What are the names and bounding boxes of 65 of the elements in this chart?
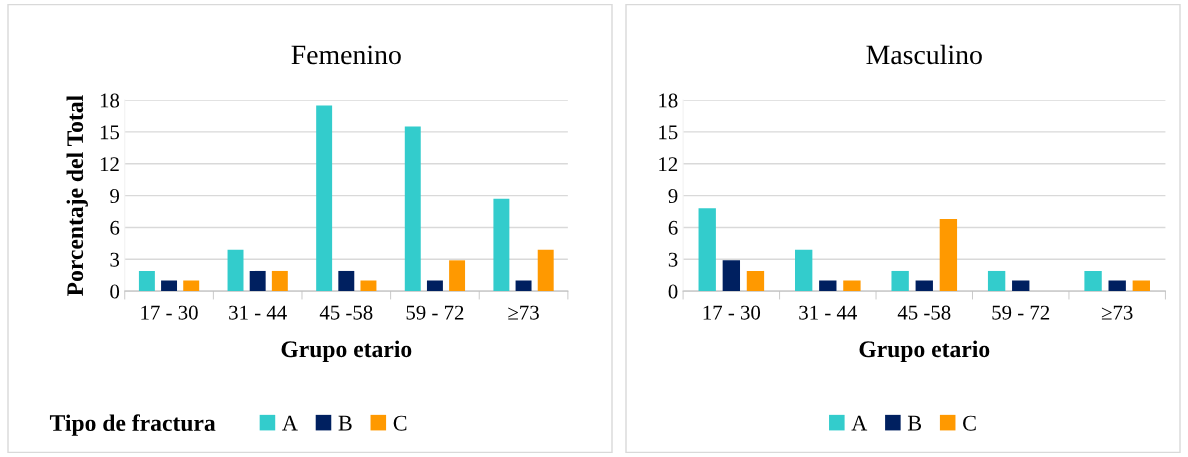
bar	[404, 126, 421, 292]
x-tick-label: 31 - 44	[229, 305, 287, 320]
x-tick-label: ≥73	[1101, 305, 1133, 320]
bar	[493, 198, 510, 292]
x-tick-label: 59 - 72	[406, 305, 464, 320]
bar	[249, 270, 266, 292]
chart-title: Masculino	[866, 44, 982, 65]
y-axis-title: Porcentaje del Total	[66, 95, 88, 296]
x-tick-label: ≥73	[508, 305, 539, 320]
y-tick-label: 6	[110, 220, 120, 235]
bar	[271, 270, 288, 292]
bar	[819, 280, 837, 292]
legend-label: C	[393, 415, 407, 431]
y-tick-label: 6	[668, 220, 678, 235]
bar	[1132, 280, 1150, 292]
x-tick-label: 31 - 44	[799, 305, 857, 320]
bar	[722, 260, 741, 292]
y-tick-label: 18	[100, 93, 120, 108]
bar	[449, 260, 466, 292]
bar	[891, 270, 909, 292]
bar	[843, 280, 861, 292]
x-axis-title: Grupo etario	[281, 340, 412, 362]
y-tick-label: 0	[110, 284, 120, 299]
y-tick-label: 3	[668, 252, 678, 267]
legend-title: Tipo de fractura	[49, 414, 216, 436]
bar	[746, 270, 765, 292]
legend-label: A	[282, 415, 298, 431]
y-tick-label: 9	[668, 189, 678, 204]
bar	[515, 280, 532, 292]
bar	[316, 105, 333, 292]
bar	[939, 218, 958, 292]
legend-label: C	[963, 415, 976, 431]
y-tick-label: 12	[100, 157, 119, 171]
bar	[915, 280, 933, 292]
x-axis-title: Grupo etario	[859, 340, 990, 362]
bar	[183, 280, 200, 292]
bar	[138, 270, 155, 292]
x-tick-label: 45 -58	[319, 305, 373, 320]
y-tick-label: 9	[110, 189, 120, 204]
x-tick-label: 17 - 30	[703, 305, 761, 320]
x-tick-label: 45 -58	[897, 305, 951, 320]
x-tick-label: 17 - 30	[141, 305, 198, 320]
y-tick-label: 15	[100, 125, 120, 140]
bar	[1012, 280, 1030, 292]
bar	[161, 280, 178, 292]
bar	[795, 249, 813, 292]
bar	[537, 249, 554, 292]
y-tick-label: 12	[659, 157, 678, 171]
legend-label: A	[851, 415, 868, 431]
bar	[987, 270, 1006, 292]
chart-title: Femenino	[291, 45, 401, 65]
bar	[1084, 270, 1102, 292]
y-tick-label: 0	[668, 284, 678, 299]
legend-label: B	[338, 415, 352, 431]
y-tick-label: 18	[659, 93, 678, 108]
y-tick-label: 15	[659, 125, 678, 140]
bar	[426, 280, 443, 292]
bar	[360, 280, 377, 292]
y-tick-label: 3	[110, 252, 120, 267]
bar	[1108, 280, 1126, 292]
bar	[338, 270, 355, 292]
x-tick-label: 59 - 72	[992, 305, 1050, 320]
legend-label: B	[907, 415, 922, 431]
bar	[698, 208, 716, 292]
bar	[227, 249, 244, 292]
